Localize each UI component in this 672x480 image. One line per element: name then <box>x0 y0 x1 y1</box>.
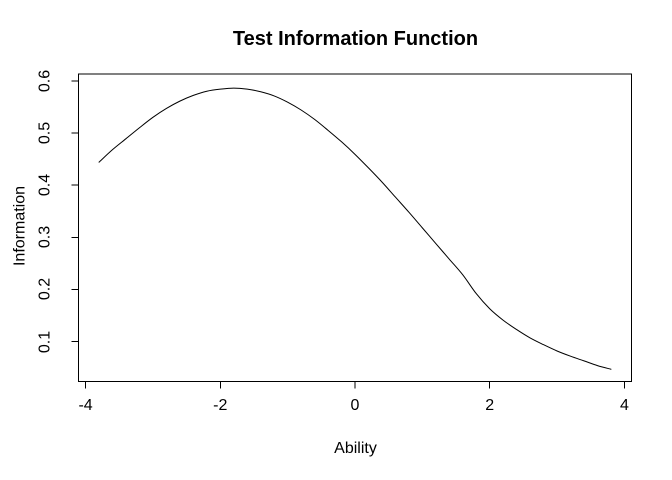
y-tick-label: 0.1 <box>36 330 54 353</box>
x-tick-label: -2 <box>213 397 228 414</box>
y-tick-label: 0.2 <box>36 278 54 301</box>
chart-title: Test Information Function <box>232 28 479 50</box>
y-tick-label: 0.5 <box>36 121 54 145</box>
x-tick-label: 4 <box>619 397 629 414</box>
plot-border <box>78 73 632 382</box>
y-tick-label: 0.6 <box>36 69 54 92</box>
y-tick-label: 0.4 <box>36 173 54 197</box>
y-axis-title: Information <box>11 185 29 267</box>
x-axis-title: Ability <box>334 440 377 457</box>
axis-tick-marks <box>71 80 625 389</box>
information-curve <box>98 87 612 370</box>
x-tick-label: -4 <box>78 397 93 414</box>
x-tick-label: 0 <box>350 397 360 414</box>
x-tick-label: 2 <box>485 397 495 414</box>
y-tick-label: 0.3 <box>36 226 54 249</box>
